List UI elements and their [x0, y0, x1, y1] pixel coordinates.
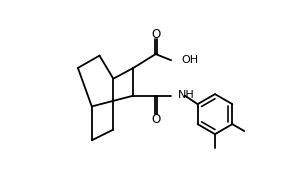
Text: NH: NH: [178, 90, 195, 100]
Text: O: O: [151, 113, 160, 126]
Text: O: O: [151, 28, 160, 41]
Text: OH: OH: [182, 55, 199, 65]
